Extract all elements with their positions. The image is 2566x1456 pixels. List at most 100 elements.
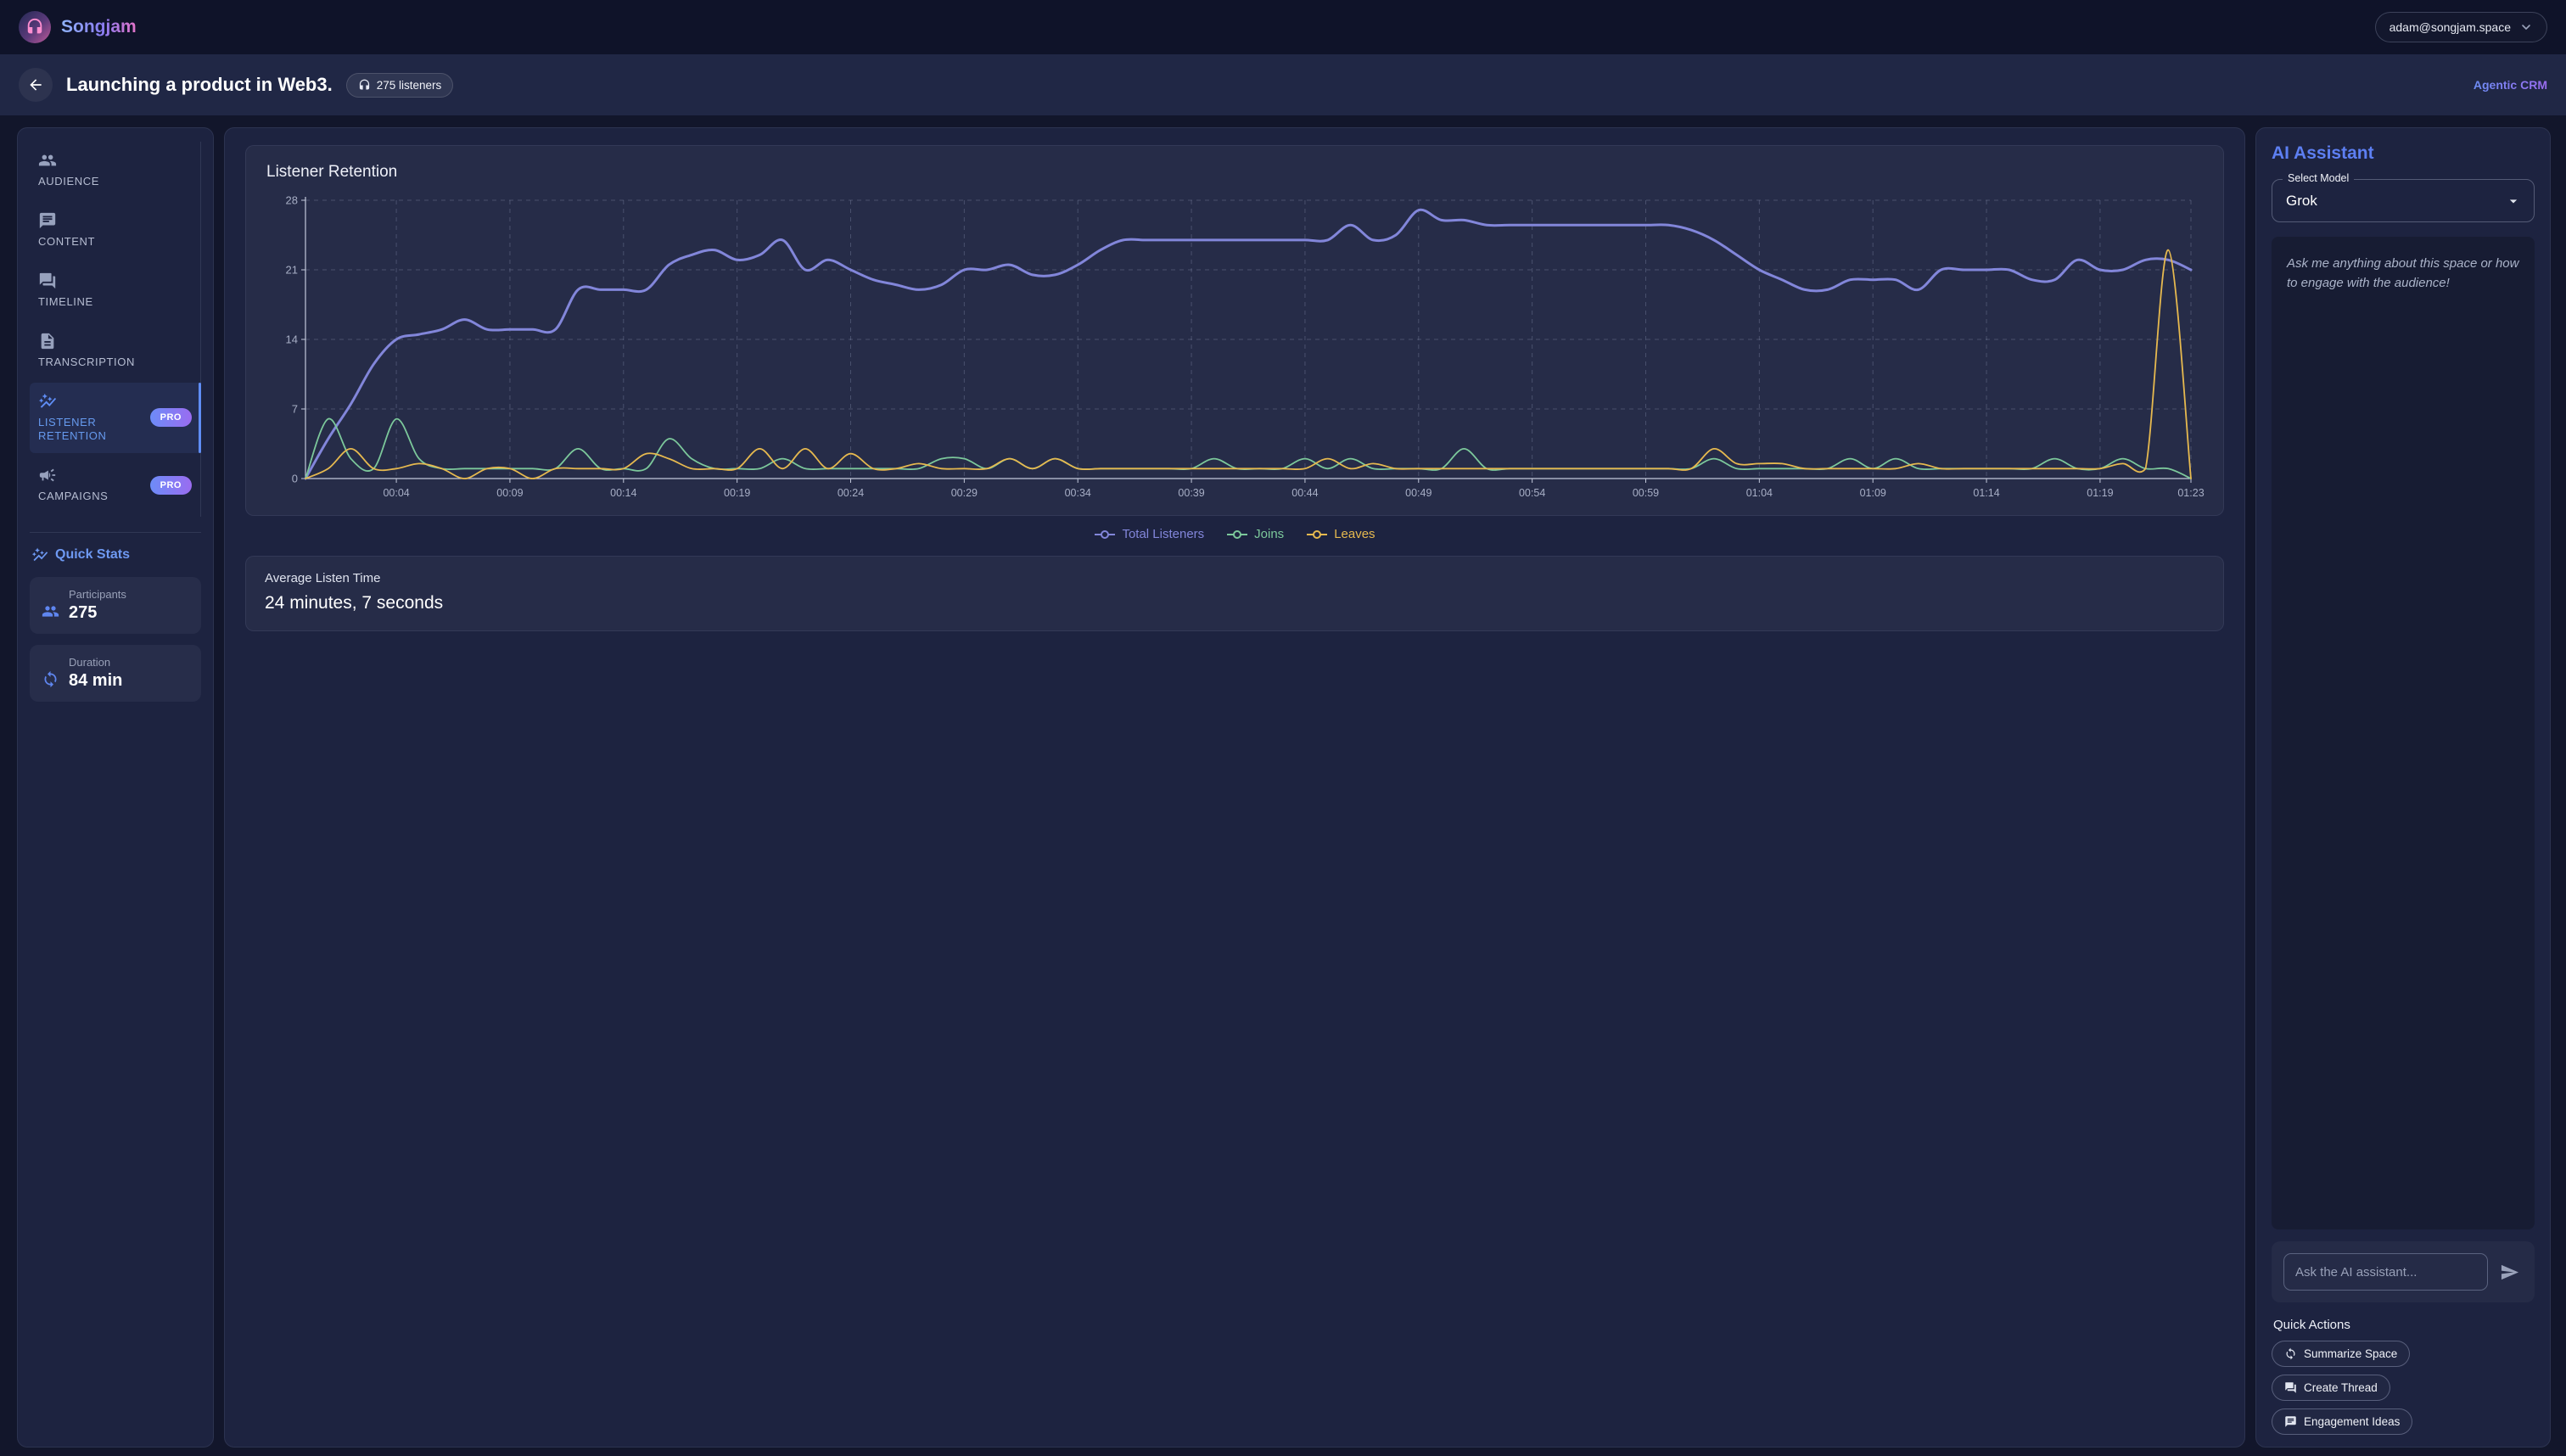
dropdown-arrow-icon [2509, 199, 2518, 204]
average-listen-time-value: 24 minutes, 7 seconds [265, 593, 444, 613]
legend-marker-icon [1095, 529, 1116, 539]
sidebar-divider [30, 532, 201, 534]
retention-chart-svg: 0 7 14 21 28 00:04 00:09 00:14 00:19 00:24 00:29 00… [286, 194, 2205, 500]
sidebar-item-content: LISTENER RETENTION [38, 392, 140, 445]
sidebar-item-content: CONTENT [38, 211, 95, 249]
ai-assistant-panel: AI Assistant Select Model Grok Ask me an… [2255, 127, 2551, 1448]
svg-text:0: 0 [292, 473, 298, 485]
account-menu-button[interactable]: adam@songjam.space [2374, 12, 2547, 42]
quick-actions-label: Quick Actions [2273, 1318, 2350, 1332]
svg-text:01:04: 01:04 [1746, 487, 1773, 499]
legend-item-total-listeners[interactable]: Total Listeners [1094, 527, 1204, 541]
model-select-label: Select Model [2283, 172, 2355, 184]
legend-label: Total Listeners [1122, 527, 1205, 541]
sidebar-item-campaigns[interactable]: CAMPAIGNS PRO [30, 456, 200, 513]
svg-text:00:14: 00:14 [610, 487, 636, 499]
send-icon [2501, 1264, 2519, 1280]
auto-graph-icon [31, 547, 48, 562]
svg-text:00:49: 00:49 [1405, 487, 1431, 499]
megaphone-icon [39, 469, 56, 482]
space-title: Launching a product in Web3. [66, 74, 333, 95]
headphones-icon [359, 79, 369, 89]
listeners-badge: 275 listeners [345, 72, 454, 98]
svg-text:01:23: 01:23 [2177, 487, 2204, 499]
pro-badge: PRO [149, 475, 192, 495]
retention-chart: 0 7 14 21 28 00:04 00:09 00:14 00:19 00:24 00:29 00… [265, 190, 2205, 510]
listeners-count: 275 listeners [376, 78, 442, 92]
quick-action-label: Engagement Ideas [2304, 1415, 2401, 1428]
arrow-back-icon [30, 79, 42, 91]
quick-action-create-thread[interactable]: Create Thread [2272, 1375, 2390, 1401]
sidebar-item-transcription[interactable]: TRANSCRIPTION [30, 322, 200, 379]
account-email: adam@songjam.space [2389, 20, 2511, 34]
chart-legend: Total Listeners Joins Leaves [245, 527, 2224, 541]
svg-text:14: 14 [286, 333, 298, 346]
svg-text:28: 28 [286, 194, 298, 207]
svg-text:00:24: 00:24 [838, 487, 864, 499]
sidebar-item-content: TIMELINE [38, 272, 93, 310]
stat-value: 275 [69, 603, 98, 623]
songjam-logo [19, 11, 51, 43]
stat-label: Duration [69, 656, 111, 669]
body-row: AUDIENCE CONTENT TIMELINE TRANSCRIPTION LIST… [0, 115, 2566, 1456]
brand-name: Songjam [61, 17, 137, 36]
model-select-value: Grok [2286, 193, 2317, 209]
pro-badge: PRO [149, 408, 192, 428]
send-button[interactable] [2496, 1259, 2523, 1285]
quick-action-engagement-ideas[interactable]: Engagement Ideas [2272, 1408, 2413, 1435]
stat-info: Duration 84 min [69, 656, 122, 691]
sidebar-item-label: CONTENT [38, 234, 96, 248]
sidebar-item-content[interactable]: CONTENT [30, 202, 200, 259]
ai-assistant-input[interactable] [2283, 1253, 2488, 1291]
sync-icon [2286, 1347, 2295, 1360]
sidebar-item-content: TRANSCRIPTION [38, 332, 135, 370]
agentic-crm-link[interactable]: Agentic CRM [2473, 78, 2547, 92]
people-icon [38, 154, 57, 166]
ai-chat-empty-message: Ask me anything about this space or how … [2287, 256, 2519, 291]
sidebar-item-content: CAMPAIGNS [38, 466, 108, 504]
document-icon [41, 333, 54, 349]
sidebar-item-listener-retention[interactable]: LISTENER RETENTION PRO [30, 382, 201, 454]
legend-marker-icon [1227, 529, 1248, 539]
chat-icon [39, 212, 56, 229]
svg-text:00:29: 00:29 [951, 487, 978, 499]
forum-icon [39, 272, 56, 288]
legend-item-leaves[interactable]: Leaves [1306, 527, 1375, 541]
stat-info: Participants 275 [69, 588, 126, 623]
chevron-down-icon [2522, 25, 2530, 30]
legend-label: Leaves [1334, 527, 1375, 541]
quick-stats-title: Quick Stats [55, 547, 131, 563]
sync-icon [44, 671, 57, 688]
ai-input-card [2272, 1241, 2535, 1302]
sidebar-item-label: LISTENER RETENTION [38, 415, 107, 443]
legend-marker-icon [1307, 529, 1328, 539]
forum-icon [2285, 1382, 2296, 1393]
main-content: Listener Retention 0 7 14 21 28 00:04 00:09 00:… [224, 127, 2245, 1448]
sidebar: AUDIENCE CONTENT TIMELINE TRANSCRIPTION LIST… [17, 127, 214, 1448]
quick-action-label: Summarize Space [2304, 1347, 2398, 1360]
auto-graph-icon [38, 393, 57, 408]
model-select[interactable]: Select Model Grok [2272, 172, 2535, 222]
quick-stats-cards: Participants 275 Duration 84 min [30, 577, 201, 713]
svg-text:00:34: 00:34 [1065, 487, 1091, 499]
ai-chat-area: Ask me anything about this space or how … [2272, 237, 2535, 1229]
quick-stats-header: Quick Stats [31, 546, 201, 563]
ai-assistant-title: AI Assistant [2272, 143, 2374, 163]
svg-text:00:04: 00:04 [383, 487, 409, 499]
sidebar-item-label: TIMELINE [38, 294, 93, 308]
average-listen-time-label: Average Listen Time [265, 571, 381, 585]
sidebar-item-content: AUDIENCE [38, 151, 99, 189]
sidebar-nav-list: AUDIENCE CONTENT TIMELINE TRANSCRIPTION LIST… [30, 142, 201, 518]
quick-action-label: Create Thread [2304, 1381, 2378, 1394]
chart-title: Listener Retention [266, 163, 398, 181]
svg-text:01:14: 01:14 [1973, 487, 1999, 499]
back-button[interactable] [19, 68, 53, 102]
svg-text:7: 7 [292, 403, 298, 416]
sidebar-item-audience[interactable]: AUDIENCE [30, 142, 200, 199]
sidebar-item-timeline[interactable]: TIMELINE [30, 262, 200, 319]
series-joins [305, 417, 2192, 479]
legend-item-joins[interactable]: Joins [1226, 527, 1284, 541]
legend-label: Joins [1254, 527, 1285, 541]
quick-action-summarize-space[interactable]: Summarize Space [2272, 1341, 2411, 1367]
chat-icon [2285, 1416, 2296, 1427]
